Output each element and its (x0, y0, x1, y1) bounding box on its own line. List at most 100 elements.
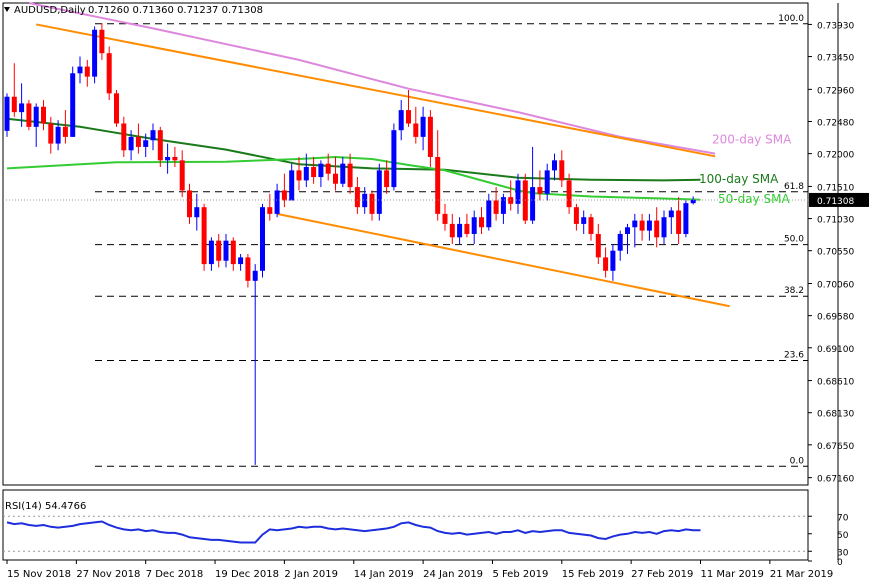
candle-body (515, 180, 521, 204)
candle-body (33, 106, 39, 127)
candle-body (552, 160, 557, 171)
candle-body (333, 173, 338, 184)
price-tick-label: 0.68610 (817, 378, 854, 388)
time-tick-label: 11 Mar 2019 (701, 569, 764, 580)
candle-body (376, 170, 382, 214)
price-tick-label: 0.72480 (817, 118, 854, 128)
candle-body (398, 110, 404, 131)
candle-body (187, 190, 192, 218)
candle-body (479, 217, 484, 228)
candle-body (157, 130, 163, 161)
price-tick-label: 0.67160 (817, 475, 854, 485)
candle-body (544, 170, 550, 194)
time-tick-label: 19 Dec 2018 (215, 569, 279, 580)
candle-body (223, 240, 229, 261)
time-tick-label: 14 Jan 2019 (354, 569, 414, 580)
candle-body (172, 156, 178, 161)
price-tick-label: 0.67650 (817, 442, 854, 452)
time-tick-label: 15 Feb 2019 (562, 569, 624, 580)
candle-body (354, 187, 360, 208)
candle-body (201, 207, 207, 265)
candle-body (646, 220, 652, 231)
candle-body (11, 96, 17, 113)
price-axis: 0.73930 0.73450 0.72960 0.72480 0.72000 0.715… (3, 21, 869, 485)
candle-body (595, 233, 601, 258)
candle-body (106, 53, 112, 94)
candle-body (449, 223, 455, 238)
candle-body (245, 257, 251, 281)
candle-body (493, 200, 499, 214)
time-tick-label: 5 Feb 2019 (492, 569, 548, 580)
candle-body (347, 163, 353, 188)
sma-50-line (6, 155, 701, 201)
candle-body (26, 103, 32, 127)
current-price-box (809, 192, 869, 207)
candle-body (252, 270, 258, 281)
fib-label: 61.8 (784, 182, 804, 192)
price-tick-label: 0.70550 (817, 248, 854, 258)
rsi-panel-border (2, 489, 809, 561)
candle-body (464, 223, 470, 234)
candle-body (165, 156, 171, 161)
price-tick-label: 0.72960 (817, 86, 854, 96)
sma-annotation: 50-day SMA (718, 192, 790, 206)
time-tick-label: 24 Jan 2019 (423, 569, 483, 580)
candle-body (325, 163, 331, 174)
candle-body (99, 29, 105, 54)
candle-body (683, 203, 689, 234)
candle-body (296, 170, 302, 181)
candle-body (610, 250, 616, 271)
time-tick-label: 27 Nov 2018 (76, 569, 140, 580)
sma-200-line (28, 2, 716, 155)
candle-body (508, 197, 514, 204)
current-price-label: 0.71308 (817, 197, 854, 207)
candle-body (566, 180, 572, 208)
candle-body (179, 160, 185, 191)
fib-label: 0.0 (790, 456, 805, 466)
fib-label: 100.0 (778, 14, 804, 24)
candle-body (471, 217, 477, 234)
price-tick-label: 0.73930 (817, 21, 854, 31)
candle-body (77, 66, 83, 74)
candle-body (661, 217, 667, 238)
trendline (36, 23, 716, 158)
candle-body (617, 233, 623, 251)
ohlc-values: 0.71260 0.71360 0.71237 0.71308 (88, 5, 263, 16)
candle-body (588, 217, 594, 234)
candle-body (537, 187, 543, 194)
candle-body (62, 126, 68, 137)
candle-body (420, 116, 426, 137)
sma-annotation: 200-day SMA (712, 133, 792, 147)
candle-body (530, 187, 536, 221)
rsi-tick-label: 70 (837, 513, 849, 523)
candle-body (114, 93, 119, 124)
rsi-panel: 70 50 300 (3, 513, 849, 568)
candles-layer (4, 23, 696, 465)
candle-body (522, 180, 528, 221)
triangle-down-icon[interactable] (4, 7, 10, 12)
sma-100-line (6, 117, 701, 182)
rsi-tick-label: 0 (837, 558, 843, 568)
rsi-title: RSI(14) 54.4766 (5, 501, 86, 512)
candle-body (632, 220, 638, 228)
price-tick-label: 0.72000 (817, 151, 854, 161)
chart-header: AUDUSD,Daily 0.71260 0.71360 0.71237 0.7… (4, 5, 263, 16)
rsi-tick-label: 30 (837, 548, 849, 558)
candle-body (573, 207, 579, 224)
price-tick-label: 0.71030 (817, 216, 854, 226)
candle-body (457, 223, 463, 238)
candle-body (690, 199, 696, 204)
candle-body (581, 217, 587, 224)
candle-body (92, 29, 98, 77)
time-tick-label: 21 Mar 2019 (770, 569, 833, 580)
candle-body (281, 190, 287, 201)
candle-body (303, 167, 309, 181)
moving-averages-layer (6, 2, 716, 201)
trendlines-layer (36, 23, 730, 308)
candle-body (442, 213, 448, 224)
rsi-line (6, 520, 701, 544)
candle-body (311, 167, 317, 178)
fib-label: 23.6 (784, 350, 804, 360)
